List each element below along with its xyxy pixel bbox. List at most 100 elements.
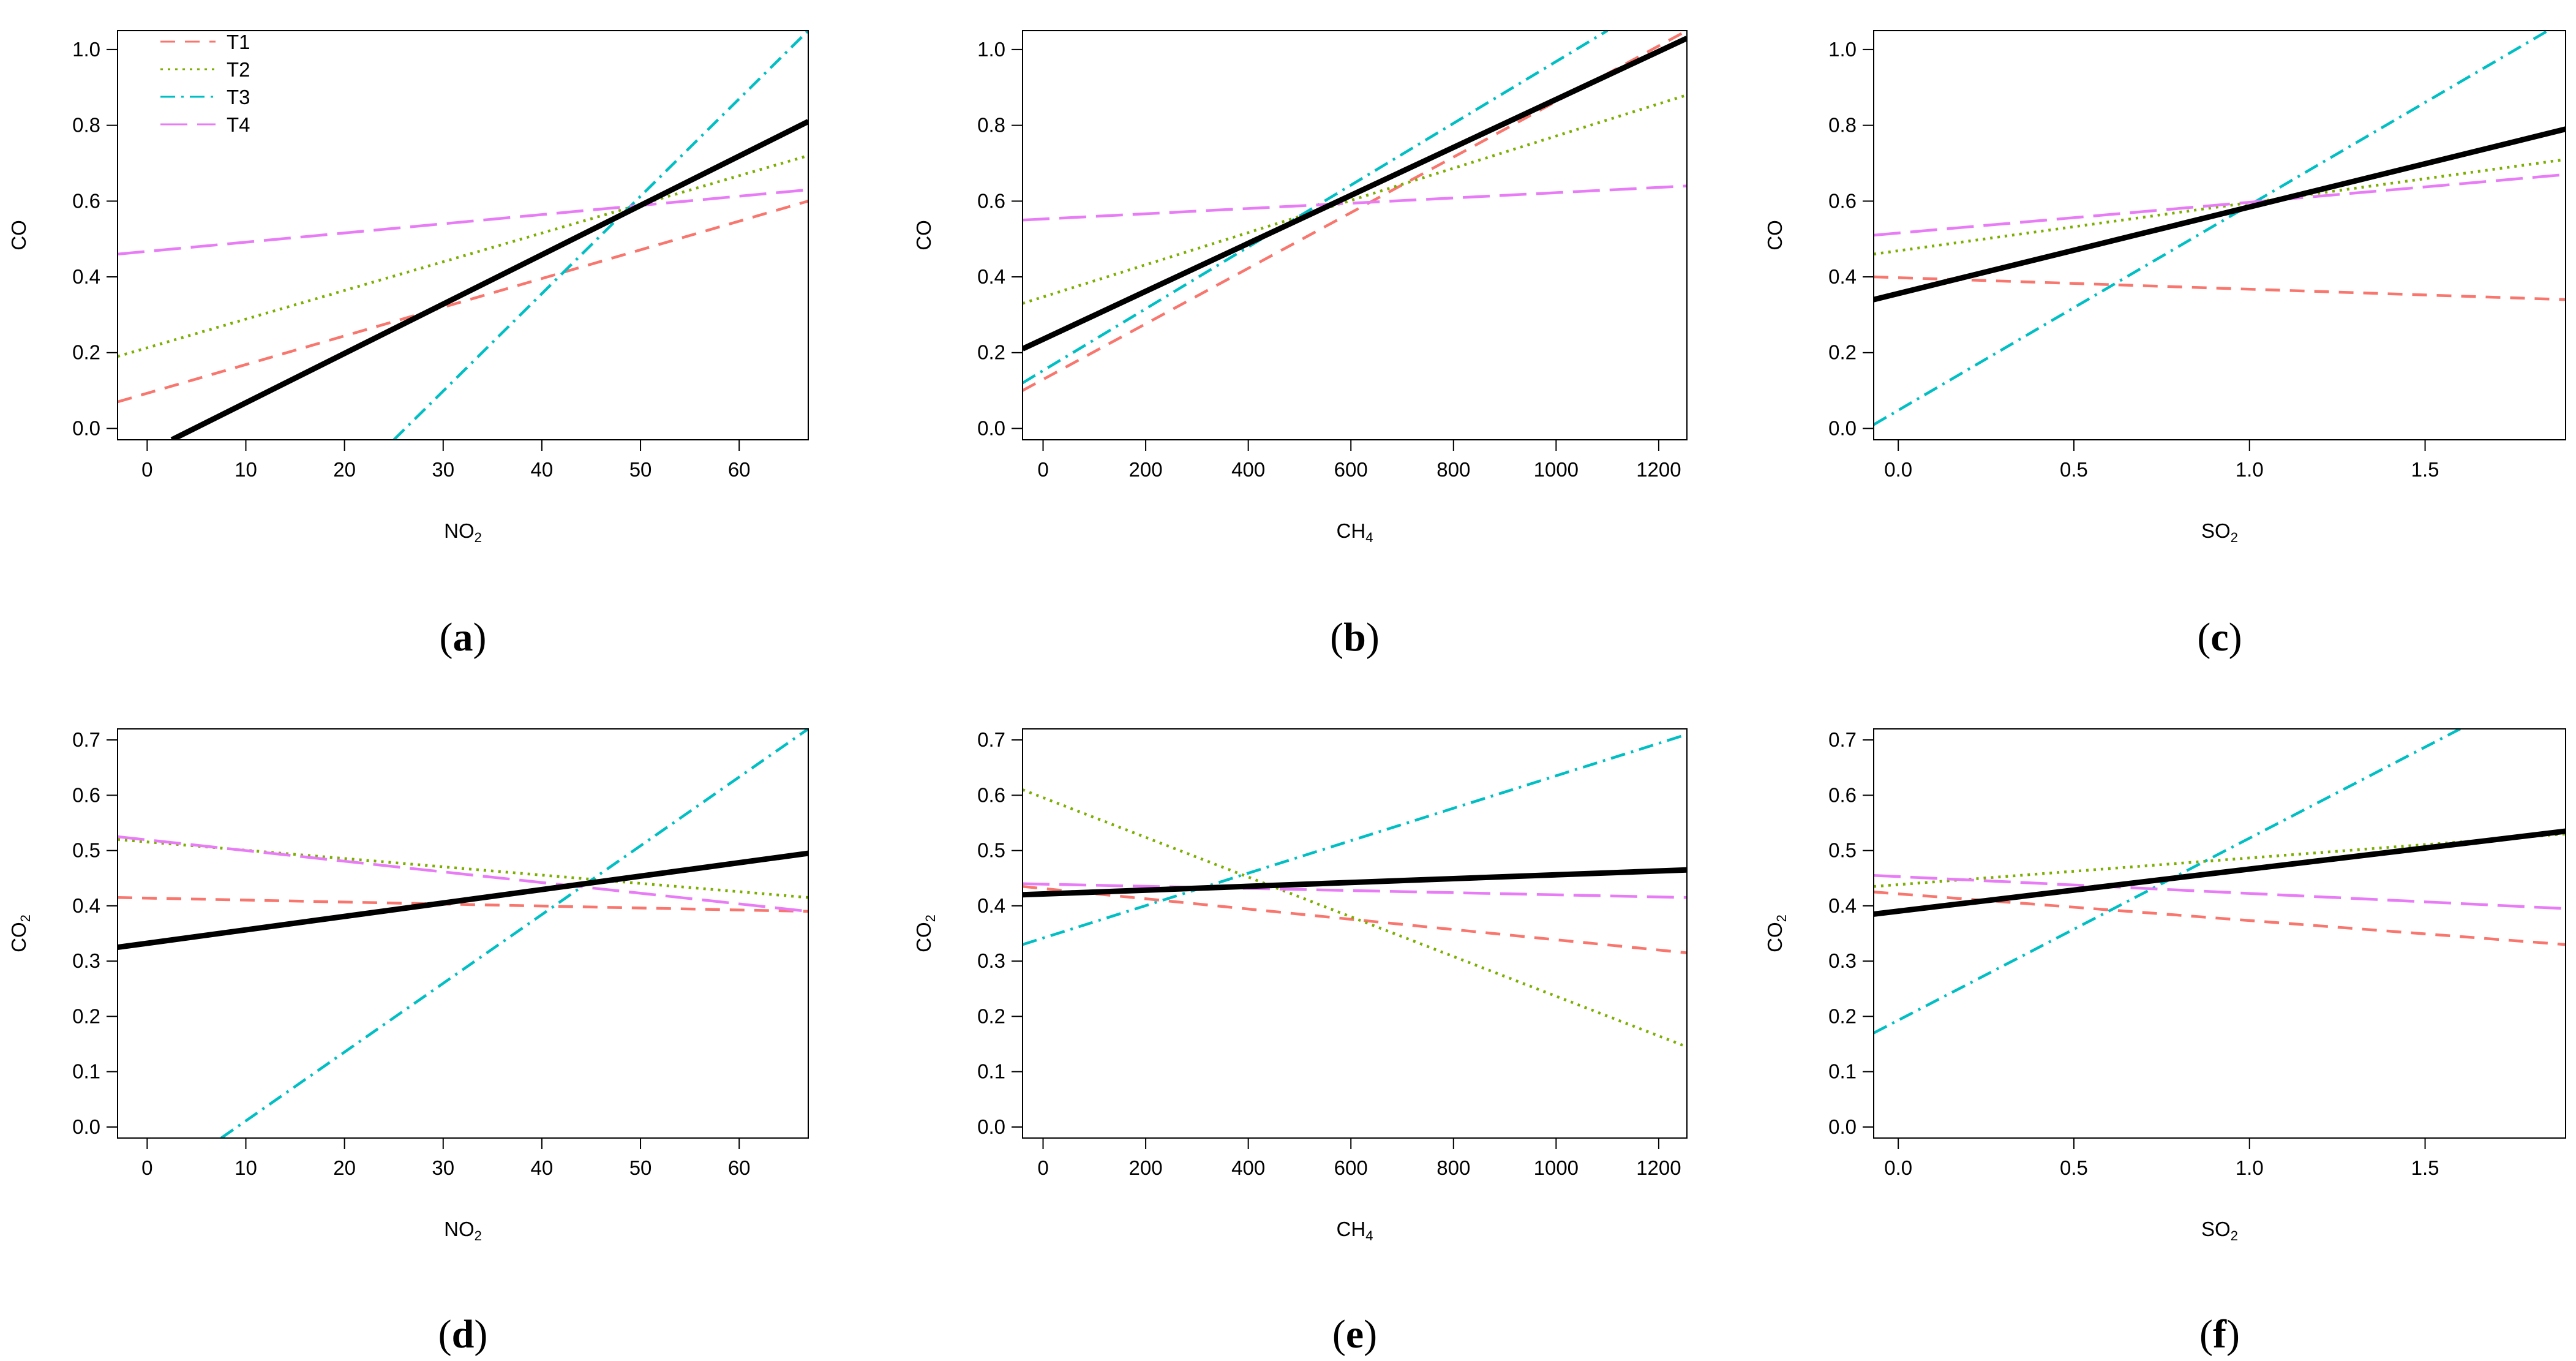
y-axis-label: CO <box>7 220 30 251</box>
x-axis-label: CH4 <box>1337 1218 1373 1243</box>
x-tick-label: 1000 <box>1534 1156 1579 1179</box>
x-tick-label: 40 <box>531 458 554 481</box>
panel-caption-letter: d <box>452 1312 475 1357</box>
panel-caption-letter: a <box>453 615 473 660</box>
y-tick-label: 0.3 <box>1828 949 1857 972</box>
panel-caption-letter: b <box>1343 615 1366 660</box>
series-line-overall <box>118 850 808 951</box>
y-tick-label: 0.8 <box>977 114 1005 137</box>
series-line-t2 <box>118 154 808 358</box>
plot-frame <box>1022 30 1688 440</box>
y-axis-label-subscript: 2 <box>1774 914 1789 922</box>
series-line-t1 <box>118 200 808 404</box>
x-axis-label-subscript: 2 <box>2231 530 2238 545</box>
series-line-t4 <box>1023 882 1687 899</box>
x-tick-label: 0 <box>1037 458 1048 481</box>
x-axis-label: SO2 <box>2201 1218 2238 1243</box>
x-axis-label-subscript: 2 <box>2231 1228 2238 1243</box>
y-tick-label: 0.7 <box>1828 728 1857 751</box>
y-tick-label: 0.1 <box>977 1060 1005 1083</box>
y-tick-label: 0.4 <box>1828 894 1857 917</box>
panel-caption: (b) <box>1330 615 1380 660</box>
series-line-t2 <box>1023 93 1687 305</box>
panel-caption: (d) <box>438 1312 488 1357</box>
series-line-overall <box>1874 828 2566 917</box>
x-tick-label: 0.5 <box>2060 458 2088 481</box>
x-axis-label: CH4 <box>1337 519 1373 545</box>
y-tick-label: 0.5 <box>72 839 100 862</box>
legend: T1 T2 T3 T4 <box>160 31 250 136</box>
y-axis-label: CO2 <box>1763 914 1789 952</box>
series-line-t3 <box>392 31 808 440</box>
y-tick-label: 0.1 <box>1828 1060 1857 1083</box>
x-tick-label: 0.0 <box>1884 1156 1912 1179</box>
panel-caption: (c) <box>2197 615 2242 660</box>
y-tick-label: 0.2 <box>977 1005 1005 1027</box>
x-tick-label: 0.5 <box>2060 1156 2088 1179</box>
x-tick-label: 0 <box>141 1156 152 1179</box>
y-tick-label: 0.4 <box>72 265 100 288</box>
x-tick-label: 60 <box>728 458 751 481</box>
y-axis-label-subscript: 2 <box>18 914 33 922</box>
x-tick-label: 50 <box>629 1156 652 1179</box>
series-line-t1 <box>118 896 808 913</box>
y-axis-label: CO <box>912 220 935 251</box>
x-tick-label: 400 <box>1231 458 1265 481</box>
y-tick-label: 0.8 <box>72 114 100 137</box>
y-tick-label: 0.2 <box>1828 341 1857 364</box>
series-line-t4 <box>1874 173 2566 237</box>
legend-label-t1: T1 <box>227 31 250 53</box>
panel-d: 0 10 20 30 40 50 60 0.0 0.1 0.2 0.3 0.4 0.5 0.6 0.7 NO2… <box>7 728 809 1357</box>
x-axis-label: NO2 <box>444 1218 482 1243</box>
series-line-overall <box>1874 126 2566 303</box>
series-line-t4 <box>118 188 808 256</box>
panel-caption: (a) <box>440 615 487 660</box>
series-line-overall <box>170 119 808 440</box>
y-tick-label: 0.2 <box>72 341 100 364</box>
y-tick-label: 0.4 <box>72 894 100 917</box>
x-axis-label: SO2 <box>2201 519 2238 545</box>
x-tick-label: 1.5 <box>2411 1156 2439 1179</box>
y-tick-label: 0.4 <box>977 265 1005 288</box>
series-line-t2 <box>1874 158 2566 256</box>
series-line-overall <box>1023 867 1687 898</box>
y-tick-label: 1.0 <box>72 38 100 61</box>
panel-caption: (f) <box>2199 1312 2240 1357</box>
panel-caption-letter: f <box>2213 1312 2227 1357</box>
y-tick-label: 0.2 <box>977 341 1005 364</box>
series-line-t2 <box>1874 832 2566 888</box>
y-tick-label: 0.0 <box>1828 1115 1857 1138</box>
x-axis-label-subscript: 2 <box>475 530 482 545</box>
panel-caption-letter: c <box>2210 615 2228 660</box>
series-line-t1 <box>1023 885 1687 954</box>
x-tick-label: 800 <box>1436 458 1470 481</box>
series-line-t4 <box>1874 873 2566 910</box>
x-tick-label: 0 <box>1037 1156 1048 1179</box>
x-tick-label: 40 <box>531 1156 554 1179</box>
series-line-t1 <box>1874 891 2566 946</box>
y-tick-label: 0.6 <box>72 783 100 806</box>
series-line-t3 <box>1023 733 1687 946</box>
x-tick-label: 1200 <box>1636 458 1681 481</box>
y-tick-label: 0.0 <box>977 417 1005 439</box>
x-axis-label-subscript: 4 <box>1365 530 1373 545</box>
panel-b: 0 200 400 600 800 1000 1200 0.0 0.2 0.4 0.6 0.8 1.0 C… <box>912 30 1688 660</box>
x-tick-label: 10 <box>235 458 257 481</box>
y-axis-label-subscript: 2 <box>923 914 938 922</box>
x-axis-label-subscript: 4 <box>1365 1228 1373 1243</box>
series-line-t2 <box>1023 788 1687 1049</box>
x-tick-label: 800 <box>1436 1156 1470 1179</box>
plot-frame <box>1873 728 2566 1139</box>
x-tick-label: 0 <box>141 458 152 481</box>
y-tick-label: 0.6 <box>977 783 1005 806</box>
y-tick-label: 1.0 <box>977 38 1005 61</box>
y-axis-label: CO <box>1763 220 1786 251</box>
series-line-t3 <box>220 729 808 1138</box>
y-tick-label: 0.7 <box>977 728 1005 751</box>
panel-c: 0.0 0.5 1.0 1.5 0.0 0.2 0.4 0.6 0.8 1.0 SO2 CO (c) <box>1763 30 2566 660</box>
y-tick-label: 0.4 <box>1828 265 1857 288</box>
y-tick-label: 0.5 <box>1828 839 1857 862</box>
x-tick-label: 30 <box>432 1156 454 1179</box>
x-tick-label: 400 <box>1231 1156 1265 1179</box>
